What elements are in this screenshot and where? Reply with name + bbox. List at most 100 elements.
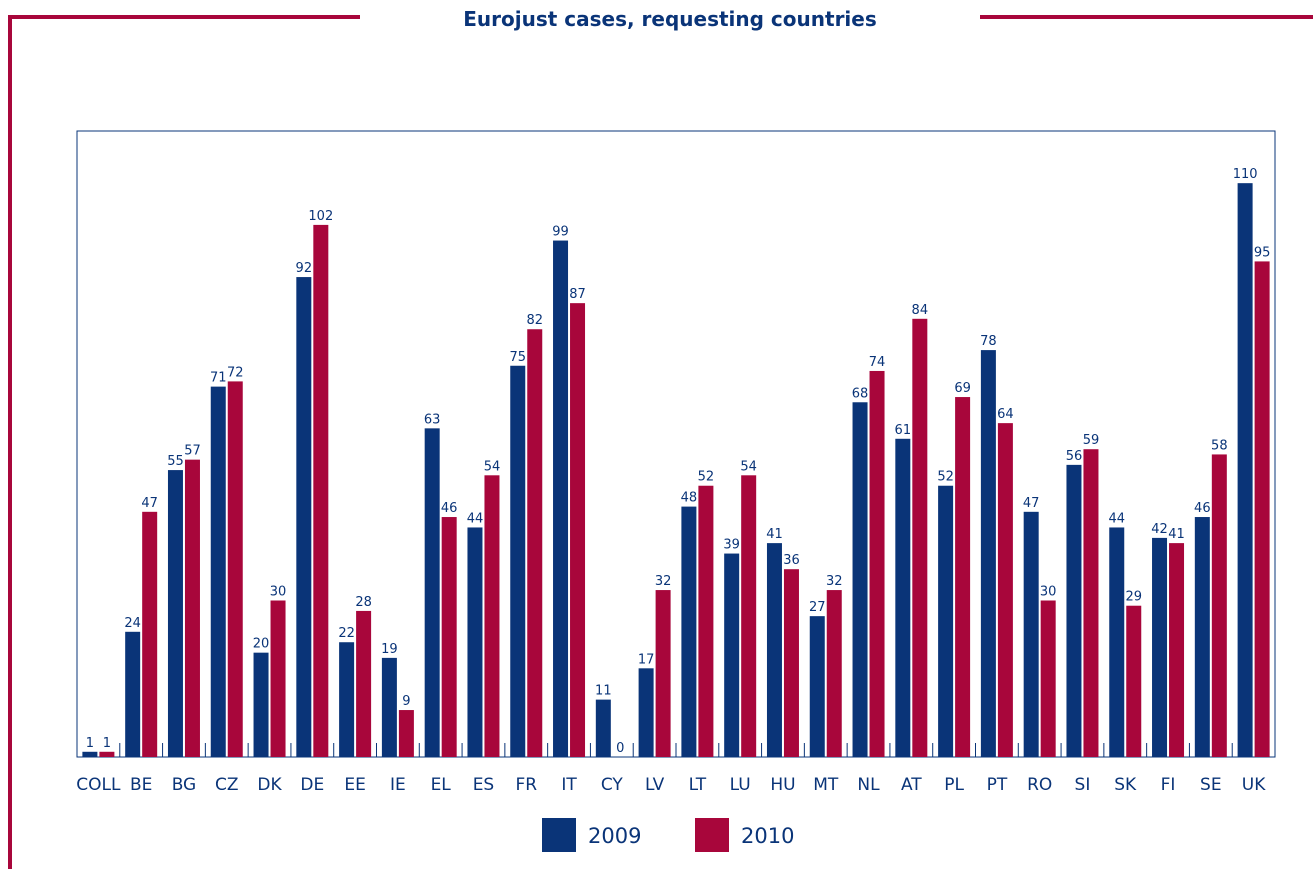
data-label: 59 (1083, 433, 1100, 448)
x-tick-label: LU (730, 775, 751, 795)
x-tick-label: CZ (215, 775, 239, 795)
data-label: 69 (954, 381, 971, 396)
data-label: 92 (296, 261, 313, 276)
chart-title: Eurojust cases, requesting countries (463, 7, 877, 31)
data-label: 64 (997, 407, 1014, 422)
bar (296, 277, 312, 757)
bar (356, 610, 372, 757)
data-label: 102 (308, 209, 333, 224)
x-tick-label: ES (473, 775, 495, 795)
bar (1023, 511, 1039, 757)
data-label: 58 (1211, 438, 1228, 453)
bar (142, 511, 158, 757)
data-label: 19 (381, 642, 398, 657)
bar (595, 699, 611, 757)
data-label: 39 (723, 538, 740, 553)
data-label: 54 (484, 459, 501, 474)
bar (424, 428, 440, 757)
data-label: 24 (124, 616, 141, 631)
data-label: 20 (253, 637, 270, 652)
bar (809, 616, 825, 757)
bar (724, 553, 740, 757)
bar (184, 459, 200, 757)
data-label: 84 (912, 303, 929, 318)
legend-swatch (695, 818, 729, 852)
bar (125, 631, 141, 757)
bar (1066, 464, 1082, 757)
bar (895, 438, 911, 757)
x-tick-label: HU (770, 775, 795, 795)
data-label: 110 (1233, 167, 1258, 182)
data-label: 54 (740, 459, 757, 474)
x-tick-label: RO (1027, 775, 1052, 795)
x-tick-label: MT (813, 775, 839, 795)
data-label: 17 (638, 652, 655, 667)
data-label: 52 (698, 470, 715, 485)
data-label: 46 (441, 501, 458, 516)
data-label: 29 (1125, 590, 1142, 605)
bar (1152, 537, 1168, 757)
data-label: 78 (980, 334, 997, 349)
bar (484, 475, 500, 757)
bar (869, 370, 885, 757)
x-tick-label: SI (1075, 775, 1091, 795)
bar (980, 350, 996, 757)
x-tick-label: NL (857, 775, 880, 795)
data-label: 48 (681, 491, 698, 506)
bar (912, 318, 928, 757)
x-tick-label: BG (172, 775, 197, 795)
bar (852, 402, 868, 757)
bar (698, 485, 714, 757)
data-label: 22 (338, 626, 355, 641)
x-tick-label: DE (300, 775, 324, 795)
data-label: 47 (1023, 496, 1040, 511)
bar (1169, 543, 1185, 757)
bar (270, 600, 286, 757)
bar (210, 386, 226, 757)
x-tick-label: FI (1161, 775, 1176, 795)
x-tick-label: IE (390, 775, 406, 795)
legend-label: 2010 (741, 824, 794, 848)
bar (99, 751, 115, 757)
bar (441, 517, 457, 757)
x-tick-label: FR (515, 775, 537, 795)
bar (1211, 454, 1227, 757)
x-tick-label: UK (1242, 775, 1266, 795)
bar (1083, 449, 1099, 757)
bar (766, 543, 782, 757)
bar (638, 668, 654, 757)
data-label: 99 (552, 225, 569, 240)
bar (253, 652, 269, 757)
x-tick-label: SK (1114, 775, 1137, 795)
x-tick-label: IT (561, 775, 577, 795)
legend-label: 2009 (588, 824, 641, 848)
bar (527, 329, 543, 757)
data-label: 87 (569, 287, 586, 302)
data-label: 55 (167, 454, 184, 469)
x-tick-label: EE (344, 775, 365, 795)
bar (955, 397, 971, 757)
bar (1040, 600, 1056, 757)
data-label: 75 (509, 350, 526, 365)
legend-swatch (542, 818, 576, 852)
data-label: 30 (270, 585, 287, 600)
bar (997, 423, 1013, 757)
x-tick-label: LV (645, 775, 665, 795)
bar (381, 657, 397, 757)
data-label: 28 (355, 595, 372, 610)
data-label: 32 (826, 574, 843, 589)
data-label: 1 (103, 736, 111, 751)
bar (1254, 261, 1270, 757)
data-label: 56 (1066, 449, 1083, 464)
x-tick-label: SE (1200, 775, 1222, 795)
bar (339, 642, 355, 757)
data-label: 68 (852, 386, 869, 401)
bar (681, 506, 697, 757)
data-label: 0 (616, 741, 624, 756)
x-tick-label: PL (944, 775, 964, 795)
bar (467, 527, 483, 757)
data-label: 36 (783, 553, 800, 568)
data-label: 52 (937, 470, 954, 485)
bar (655, 590, 671, 757)
bar (1237, 183, 1253, 757)
